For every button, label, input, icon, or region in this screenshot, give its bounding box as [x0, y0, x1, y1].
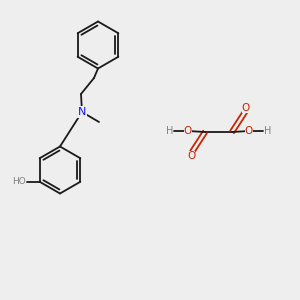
Text: O: O [184, 126, 192, 136]
Text: H: H [166, 126, 173, 136]
Text: H: H [264, 126, 272, 136]
Text: O: O [245, 126, 253, 136]
Text: HO: HO [12, 177, 26, 186]
Text: O: O [242, 103, 250, 113]
Text: N: N [78, 107, 86, 117]
Text: O: O [187, 151, 195, 161]
